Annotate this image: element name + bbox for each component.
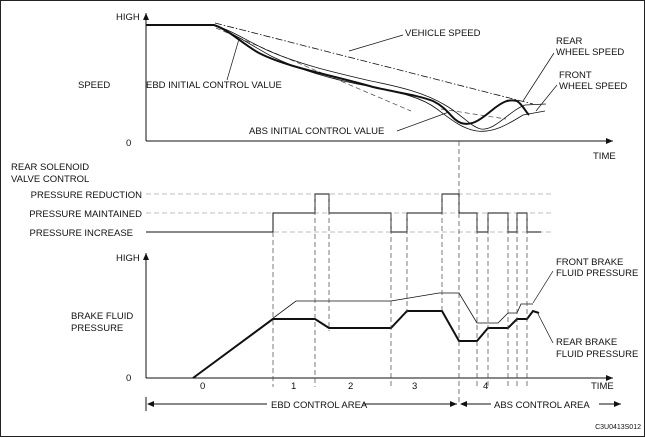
phase-0: 0 [200,381,205,392]
abs-initial-leader [396,111,450,132]
rear-wheel-speed-label-1: REAR [556,36,583,47]
speed-graph: HIGH 0 SPEED TIME VEHICLE SPEED REAR WHE… [78,12,627,162]
speed-x-label: TIME [593,151,616,162]
timing-guides [272,141,528,405]
vehicle-speed-label: VEHICLE SPEED [405,28,481,39]
rear-wheel-speed-line [146,24,547,130]
figure-code: C3U0413S012 [595,424,641,431]
front-brake-pressure-line [192,292,533,379]
abs-initial-label: ABS INITIAL CONTROL VALUE [249,126,384,137]
pressure-y-zero: 0 [126,373,131,384]
pressure-graph: HIGH 0 BRAKE FLUID PRESSURE TIME FRONT B… [71,253,638,392]
speed-y-zero: 0 [126,138,131,149]
rear-brake-pressure-line [192,309,540,379]
abs-area-label: ABS CONTROL AREA [494,400,590,411]
front-brake-label-2: FLUID PRESSURE [556,268,638,279]
level-pressure-reduction: PRESSURE REDUCTION [31,190,143,201]
front-brake-leader [532,270,554,304]
rear-wheel-speed-label-2: WHEEL SPEED [556,47,624,58]
rear-brake-label-2: FLUID PRESSURE [556,349,638,360]
rear-wheel-speed-leader [522,52,555,102]
speed-curve [146,24,530,125]
front-wheel-speed-label-1: FRONT [559,70,592,81]
rear-brake-label-1: REAR BRAKE [556,337,617,348]
ebd-initial-leader [226,38,240,81]
control-areas: EBD CONTROL AREA ABS CONTROL AREA C3U041… [145,397,641,431]
level-pressure-maintained: PRESSURE MAINTAINED [29,209,142,220]
solenoid-signal [146,193,541,233]
level-pressure-increase: PRESSURE INCREASE [30,228,133,239]
ebd-initial-line [215,27,412,112]
ebd-initial-label: EBD INITIAL CONTROL VALUE [146,80,282,91]
phase-2: 2 [348,381,353,392]
speed-y-label: SPEED [78,80,110,91]
front-brake-label-1: FRONT BRAKE [556,257,623,268]
phase-3: 3 [412,381,417,392]
abs-initial-line [440,108,507,120]
solenoid-title-2: VALVE CONTROL [11,174,89,185]
pressure-x-label: TIME [591,381,614,392]
speed-y-high: HIGH [116,12,140,23]
pressure-y-label-1: BRAKE FLUID [71,311,133,322]
phase-4: 4 [483,381,488,392]
pressure-y-label-2: PRESSURE [71,323,123,334]
vehicle-speed-line [214,22,534,105]
phase-1: 1 [291,381,296,392]
front-wheel-speed-leader [535,84,558,112]
front-wheel-speed-label-2: WHEEL SPEED [559,81,627,92]
front-wheel-speed-line [213,24,546,132]
pressure-y-high: HIGH [116,253,140,264]
solenoid-graph: REAR SOLENOID VALVE CONTROL PRESSURE RED… [11,162,553,239]
rear-brake-leader [537,313,554,344]
solenoid-title-1: REAR SOLENOID [11,162,89,173]
vehicle-speed-leader [348,34,404,52]
ebd-area-label: EBD CONTROL AREA [271,400,368,411]
